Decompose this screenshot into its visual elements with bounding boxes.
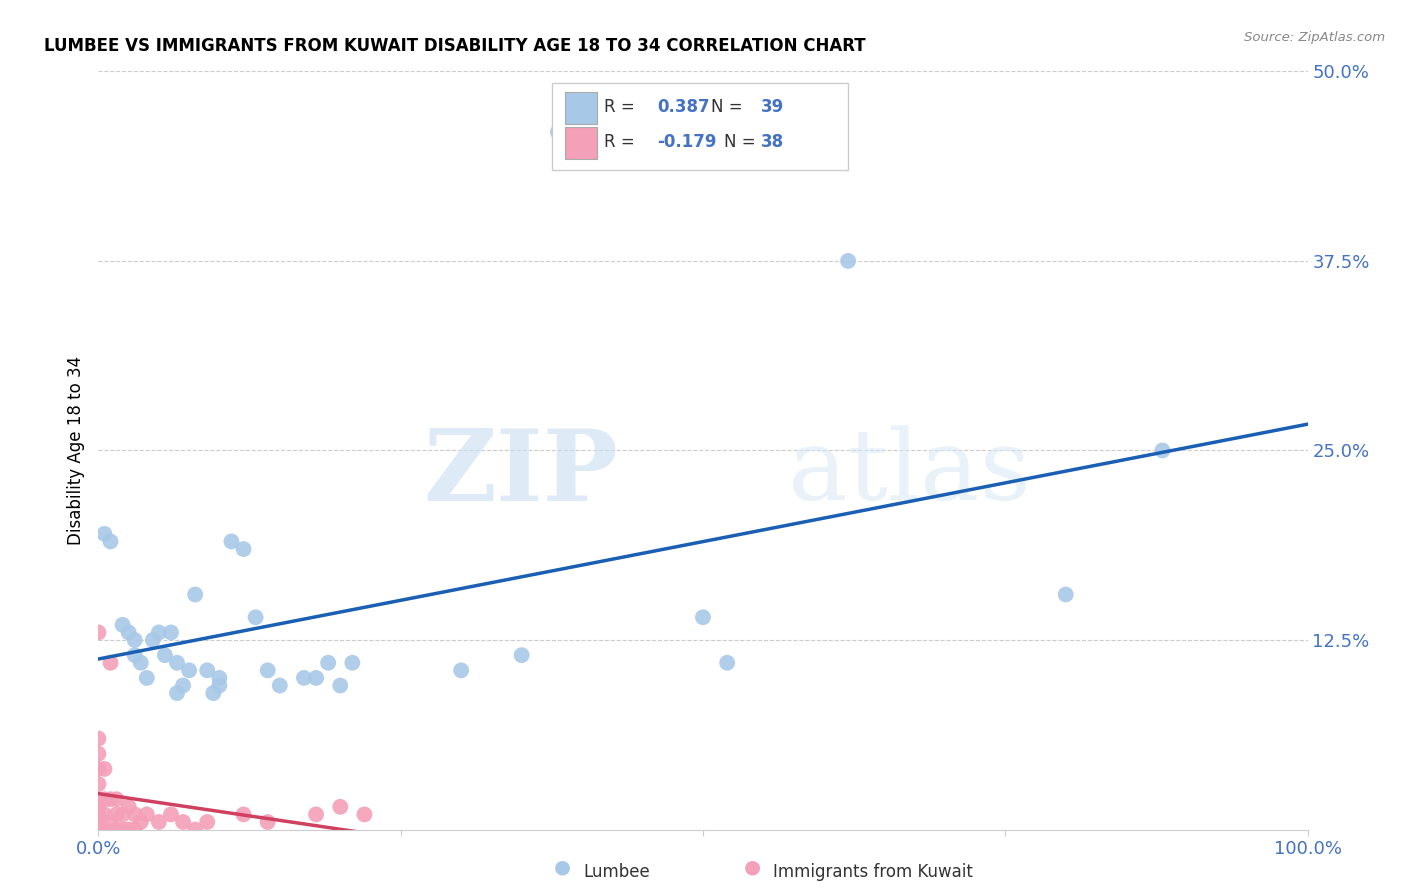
Point: [208, 671, 231, 685]
Point: [232, 542, 254, 557]
Text: Source: ZipAtlas.com: Source: ZipAtlas.com: [1244, 31, 1385, 45]
Point: [1152, 443, 1174, 458]
Text: N =: N =: [724, 133, 761, 151]
Point: [342, 656, 364, 670]
Point: [195, 815, 218, 830]
Point: [118, 625, 141, 640]
Point: [124, 807, 146, 822]
FancyBboxPatch shape: [551, 83, 848, 170]
Point: [87, 815, 110, 830]
Text: ●: ●: [554, 857, 571, 876]
Text: ZIP: ZIP: [423, 425, 619, 522]
Point: [221, 534, 243, 549]
Point: [716, 656, 738, 670]
Point: [93, 526, 115, 541]
Point: [100, 815, 122, 830]
Point: [118, 822, 141, 837]
Point: [105, 822, 128, 837]
Point: [87, 625, 110, 640]
Point: [118, 800, 141, 814]
Point: [87, 822, 110, 837]
Point: [256, 815, 278, 830]
Point: [179, 664, 201, 678]
Point: [353, 807, 375, 822]
Point: [124, 648, 146, 662]
Point: [87, 800, 110, 814]
Point: [269, 678, 291, 692]
Point: [329, 800, 352, 814]
Point: [93, 822, 115, 837]
Point: [148, 815, 170, 830]
Point: [153, 648, 176, 662]
Y-axis label: Disability Age 18 to 34: Disability Age 18 to 34: [66, 356, 84, 545]
Text: 39: 39: [761, 98, 785, 116]
Point: [837, 253, 859, 268]
Point: [166, 656, 188, 670]
FancyBboxPatch shape: [565, 127, 596, 159]
Point: [547, 125, 569, 139]
Point: [305, 671, 328, 685]
Point: [87, 792, 110, 806]
Point: [160, 625, 183, 640]
Point: [160, 807, 183, 822]
Point: [172, 815, 194, 830]
Text: R =: R =: [603, 133, 640, 151]
Point: [124, 822, 146, 837]
Text: -0.179: -0.179: [657, 133, 717, 151]
Point: [129, 815, 152, 830]
Point: [292, 671, 315, 685]
Point: [202, 686, 225, 700]
Point: [105, 807, 128, 822]
Point: [692, 610, 714, 624]
Text: Immigrants from Kuwait: Immigrants from Kuwait: [773, 863, 973, 881]
Point: [305, 807, 328, 822]
Point: [316, 656, 339, 670]
Point: [1054, 588, 1077, 602]
Point: [135, 807, 157, 822]
Text: Lumbee: Lumbee: [583, 863, 650, 881]
FancyBboxPatch shape: [565, 92, 596, 124]
Text: 38: 38: [761, 133, 785, 151]
Point: [129, 656, 152, 670]
Point: [184, 588, 207, 602]
Point: [245, 610, 267, 624]
Point: [100, 656, 122, 670]
Point: [105, 792, 128, 806]
Point: [111, 807, 134, 822]
Point: [195, 664, 218, 678]
Point: [100, 792, 122, 806]
Point: [87, 731, 110, 746]
Point: [124, 633, 146, 648]
Text: 0.387: 0.387: [657, 98, 710, 116]
Point: [148, 625, 170, 640]
Point: [87, 762, 110, 776]
Point: [87, 777, 110, 791]
Point: [135, 671, 157, 685]
Text: atlas: atlas: [787, 425, 1031, 521]
Point: [100, 534, 122, 549]
Point: [329, 678, 352, 692]
Point: [184, 822, 207, 837]
Text: LUMBEE VS IMMIGRANTS FROM KUWAIT DISABILITY AGE 18 TO 34 CORRELATION CHART: LUMBEE VS IMMIGRANTS FROM KUWAIT DISABIL…: [44, 37, 866, 54]
Point: [111, 822, 134, 837]
Point: [232, 807, 254, 822]
Point: [450, 664, 472, 678]
Point: [256, 664, 278, 678]
Point: [172, 678, 194, 692]
Point: [142, 633, 165, 648]
Point: [510, 648, 533, 662]
Text: R =: R =: [603, 98, 640, 116]
Text: ●: ●: [744, 857, 761, 876]
Point: [93, 807, 115, 822]
Point: [166, 686, 188, 700]
Point: [93, 792, 115, 806]
Point: [111, 617, 134, 632]
Point: [87, 747, 110, 761]
Point: [87, 807, 110, 822]
Text: N =: N =: [711, 98, 748, 116]
Point: [93, 762, 115, 776]
Point: [208, 678, 231, 692]
